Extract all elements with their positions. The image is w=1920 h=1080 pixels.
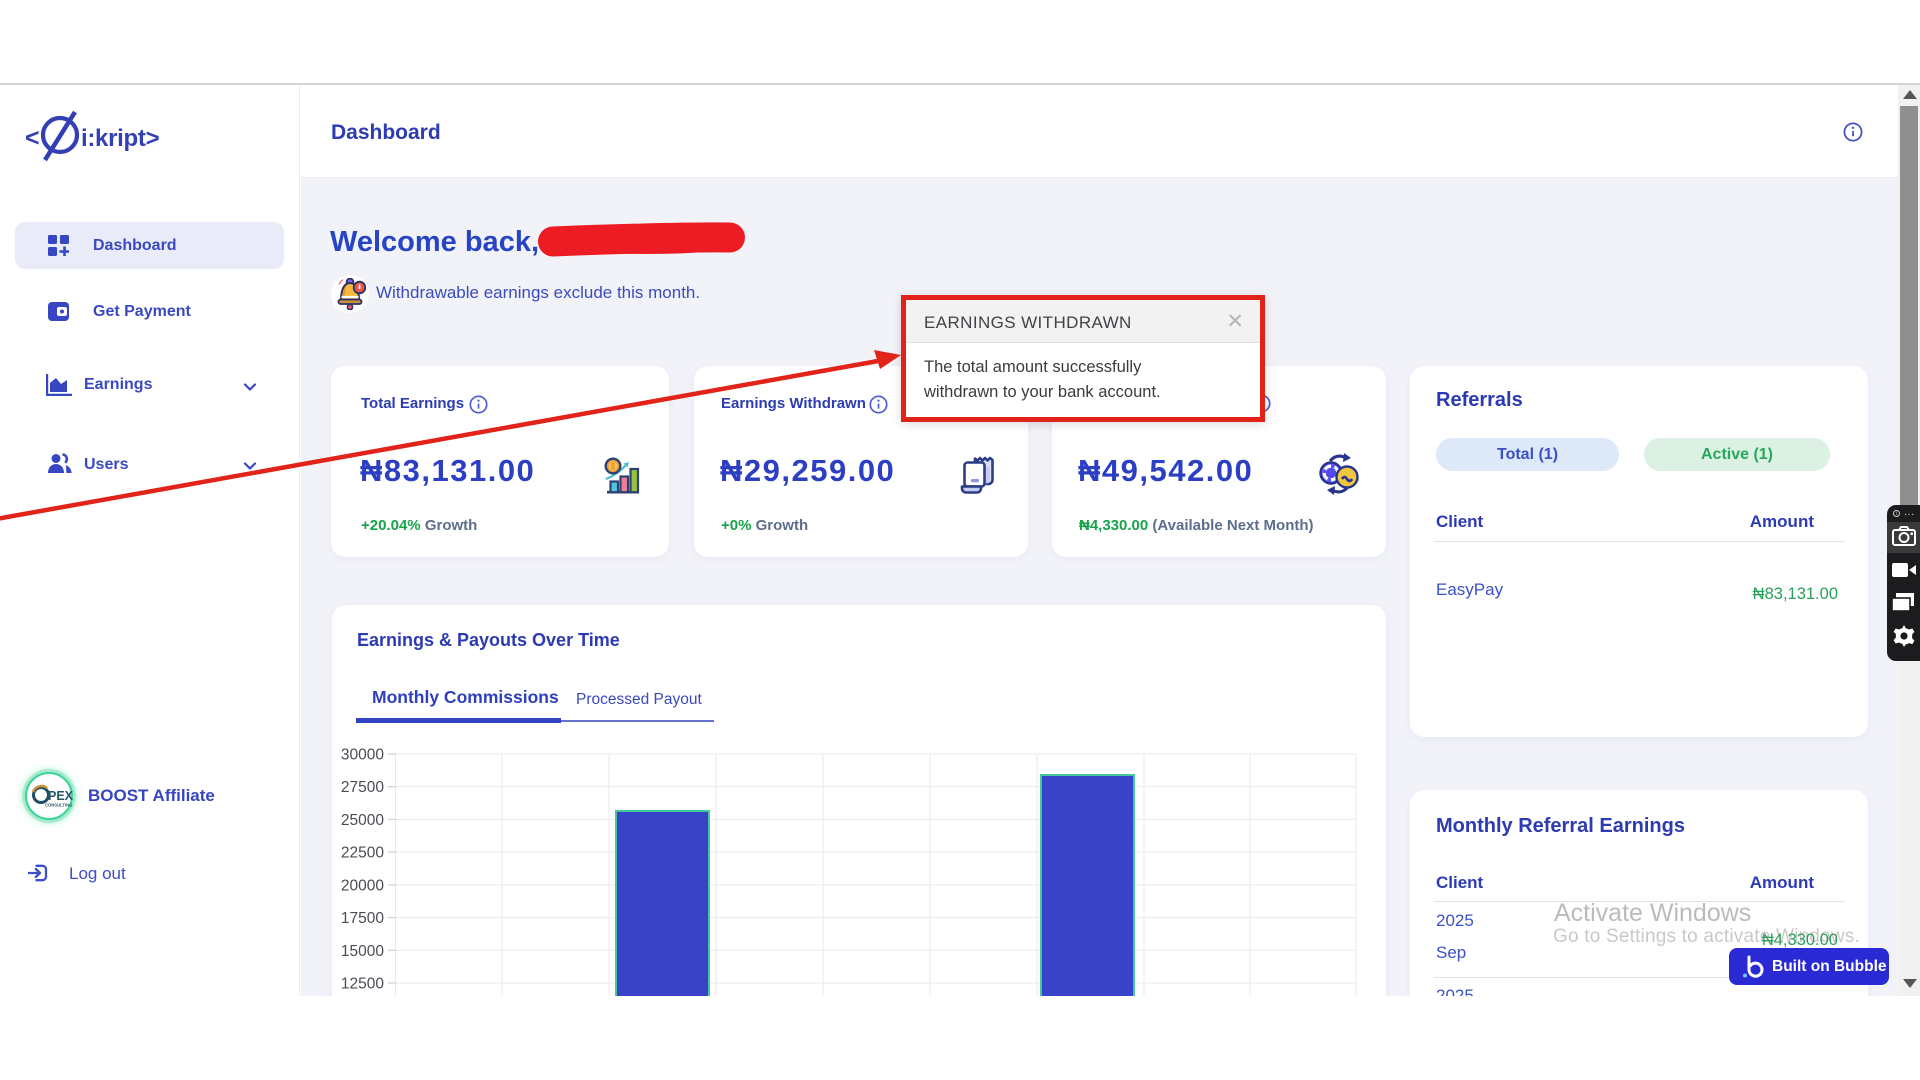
svg-text:30000: 30000 — [341, 747, 384, 764]
svg-text:PEX: PEX — [48, 789, 73, 803]
svg-text:i:kript>: i:kript> — [81, 125, 160, 152]
svg-text:12500: 12500 — [341, 976, 384, 993]
svg-text:CONSULTING: CONSULTING — [45, 803, 72, 808]
svg-text:25000: 25000 — [341, 812, 384, 829]
svg-text:17500: 17500 — [341, 910, 384, 927]
svg-text:20000: 20000 — [341, 877, 384, 894]
svg-text:<: < — [25, 124, 40, 152]
svg-text:15000: 15000 — [341, 943, 384, 960]
svg-text:$: $ — [611, 462, 616, 471]
svg-text:27500: 27500 — [341, 779, 384, 796]
svg-text:22500: 22500 — [341, 845, 384, 862]
